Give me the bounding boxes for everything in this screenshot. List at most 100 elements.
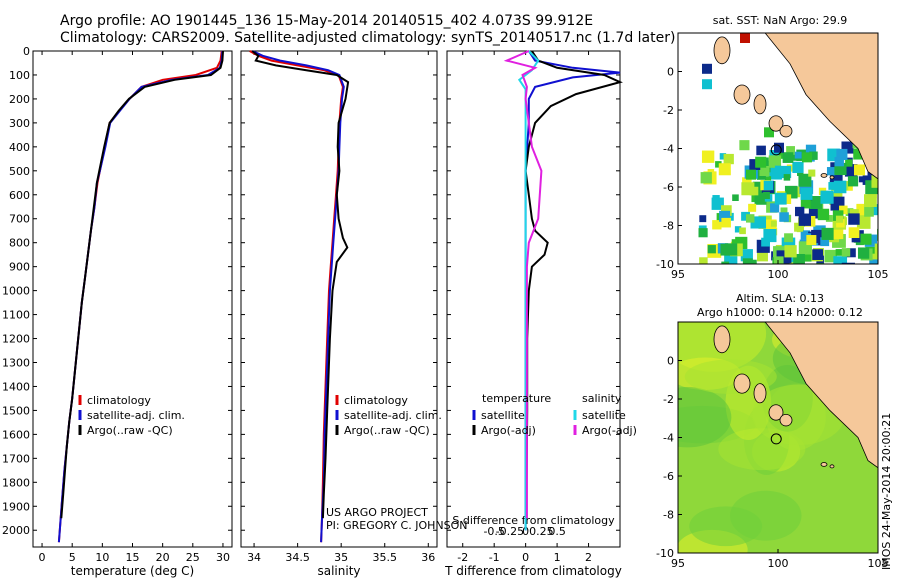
sst-pixel [800,187,813,200]
difference-series-satellite [517,50,540,531]
sst-pixel [774,142,784,153]
salinity-xtick-label: 34.5 [285,551,310,564]
sst-pixel [699,257,708,264]
sst-pixel [802,152,812,163]
temperature-xtick-label: 20 [156,551,170,564]
sst-pixel [858,176,865,183]
sla-map: 95 100 105 0 -2 -4 -6 -8 -10 [656,321,889,570]
sst-pixel [779,212,789,222]
depth-tick-label: 200 [9,93,30,106]
sst-pixel [775,150,784,159]
temperature-xtick-label: 25 [186,551,200,564]
sla-map-xtick-label: 105 [868,557,889,570]
difference-frame [446,50,621,548]
sst-pixel [816,262,825,264]
temperature-panel: 0 5 10 15 20 25 300100200300400500600700800900… [2,45,233,578]
sst-pixel [876,255,878,264]
sst-pixel [809,196,823,210]
salinity-legend-label: Argo(..raw -QC) [344,424,430,437]
salinity-series-satelliteadjclim [251,50,345,543]
sst-pixel [740,33,750,43]
sst-pixel [752,181,765,194]
sst-pixel [836,218,845,228]
sst-pixel [841,248,851,257]
difference-series-argoadj [524,50,623,519]
island [829,464,835,469]
sst-pixel [749,186,759,196]
sst-pixel [821,227,834,240]
salinity-legend-label: satellite-adj. clim. [344,409,442,422]
sst-pixel [833,256,848,264]
sst-pixel [845,208,854,216]
sst-pixel [718,163,731,176]
temperature-legend-label: climatology [87,394,151,407]
salinity-diff-tick-label: -0.5 [483,525,504,538]
sst-pixel [795,206,805,217]
sst-pixel [732,194,739,201]
sst-pixel [832,210,844,221]
sst-map-content [678,33,878,264]
sst-pixel [702,79,712,90]
sst-pixel [699,215,707,223]
salinity-diff-tick-label: 0.25 [529,525,554,538]
sst-pixel [744,259,757,264]
sst-pixel [864,194,877,207]
temperature-xtick-label: 0 [39,551,46,564]
project-credit: US ARGO PROJECT [326,506,428,519]
sst-pixel [857,247,870,259]
sst-pixel [763,180,774,191]
temperature-xtick-label: 30 [216,551,230,564]
sst-pixel [794,151,802,159]
depth-tick-label: 300 [9,117,30,130]
sst-pixel [721,261,730,264]
depth-tick-label: 100 [9,69,30,82]
sst-pixel [701,150,715,163]
difference-series-argoadj [503,50,543,519]
sst-pixel [871,175,878,188]
sst-pixel [739,140,750,151]
sst-map-ytick-label: 0 [667,66,674,79]
diff-legend-label: satellite [582,409,626,422]
sst-map-xtick-label: 105 [868,268,889,281]
sst-pixel [764,176,772,183]
sst-pixel [749,159,761,171]
sla-map-xtick-label: 100 [768,557,789,570]
sst-pixel [808,207,820,219]
temperature-legend-label: Argo(..raw -QC) [87,424,173,437]
depth-tick-label: 800 [9,237,30,250]
island [713,325,731,354]
salinity-xtick-label: 35 [334,551,348,564]
sst-pixel [877,242,878,256]
sst-pixel [860,233,872,245]
sst-pixel [746,169,756,180]
diff-legend-title-temperature: temperature [482,392,551,405]
sst-pixel [783,174,791,181]
sst-pixel [805,144,817,155]
sst-pixel [759,165,770,177]
sst-pixel [830,162,838,170]
sla-anomaly-blob [684,359,777,394]
sst-pixel [800,230,811,240]
sst-pixel [768,155,782,168]
salinity-panel: 34 34.5 35 35.5 36 salinity climatology satelli… [240,50,442,578]
sst-map-ytick-label: -4 [663,143,674,156]
depth-tick-label: 900 [9,261,30,274]
depth-tick-label: 1300 [2,356,30,369]
sst-pixel [817,208,830,221]
pi-credit: PI: GREGORY C. JOHNSON [326,519,468,532]
sla-map-subtitle: Argo h1000: 0.14 h2000: 0.12 [697,306,863,319]
sst-pixel [741,211,750,221]
island [768,404,784,421]
sst-pixel [698,228,708,238]
sst-pixel [833,180,847,194]
sst-pixel [739,227,746,235]
temperature-series-argorawqc [60,50,224,519]
salinity-legend-label: climatology [344,394,408,407]
sst-map-title: sat. SST: NaN Argo: 29.9 [712,14,848,27]
sst-pixel [820,237,830,247]
sst-pixel [719,153,727,160]
sst-pixel [847,176,859,187]
sst-pixel [854,164,865,176]
sla-map-ytick-label: 0 [667,355,674,368]
salinity-diff-tick-label: 0.5 [548,525,566,538]
